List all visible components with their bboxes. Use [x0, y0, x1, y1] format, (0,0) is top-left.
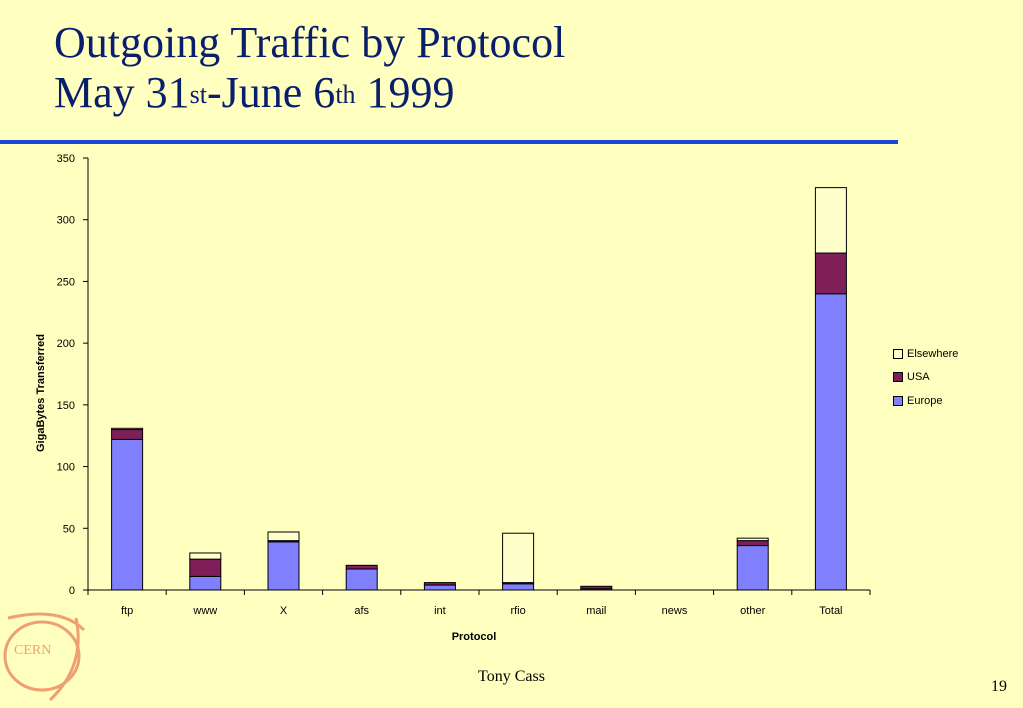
x-tick-label: afs — [354, 605, 369, 617]
bar-segment-elsewhere — [736, 537, 769, 542]
bar-segment-elsewhere — [814, 187, 847, 254]
x-tick-label: news — [662, 605, 688, 617]
title-divider — [0, 140, 898, 144]
chart-bars — [111, 187, 847, 591]
logo-text: CERN — [14, 643, 51, 658]
y-axis-label: GigaBytes Transferred — [35, 334, 47, 452]
y-tick-label: 150 — [57, 400, 75, 412]
bar-segment-usa — [111, 429, 144, 440]
title-line-2: May 31st-June 6th 1999 — [54, 68, 455, 117]
bar-segment-europe — [189, 575, 222, 591]
bar-segment-usa — [580, 585, 613, 590]
slide-title: Outgoing Traffic by Protocol May 31st-Ju… — [54, 18, 565, 118]
footer-author: Tony Cass — [478, 668, 545, 685]
y-tick-label: 200 — [57, 338, 75, 350]
x-tick-label: Total — [819, 605, 842, 617]
bar-segment-europe — [111, 438, 144, 591]
x-tick-label: rfio — [510, 605, 525, 617]
legend-label: Europe — [907, 394, 943, 407]
bar-segment-elsewhere — [502, 532, 535, 584]
y-tick-label: 300 — [57, 215, 75, 227]
y-tick-labels: 0 50 100 150 200 250 300 350 — [57, 153, 88, 597]
legend-item-europe: Europe — [893, 389, 958, 413]
y-tick-label: 0 — [69, 585, 75, 597]
x-tick-label: X — [280, 605, 288, 617]
y-tick-label: 250 — [57, 276, 75, 288]
bar-segment-elsewhere — [267, 531, 300, 542]
x-tick-label: int — [434, 605, 446, 617]
page-number: 19 — [991, 678, 1007, 695]
bar-segment-europe — [736, 545, 769, 591]
x-tick-label: other — [740, 605, 765, 617]
bar-segment-elsewhere — [111, 427, 144, 431]
legend-item-elsewhere: Elsewhere — [893, 342, 958, 366]
legend-label: Elsewhere — [907, 347, 959, 360]
legend-swatch — [893, 348, 903, 359]
bar-segment-europe — [423, 584, 456, 591]
bar-segment-usa — [814, 252, 847, 295]
bar-segment-usa — [345, 564, 378, 570]
bar-segment-usa — [423, 582, 456, 586]
bar-segment-europe — [502, 583, 535, 591]
legend-swatch — [893, 372, 903, 383]
bar-segment-europe — [345, 568, 378, 591]
chart-axes — [87, 158, 870, 591]
bar-segment-europe — [267, 541, 300, 591]
bar-segment-europe — [814, 293, 847, 591]
x-tick-label: mail — [586, 605, 606, 617]
chart-legend: Elsewhere USA Europe — [893, 342, 958, 413]
x-tick-label: www — [192, 605, 217, 617]
bar-segment-elsewhere — [189, 552, 222, 560]
x-tick-label: ftp — [121, 605, 133, 617]
legend-label: USA — [907, 371, 930, 384]
bar-segment-usa — [736, 540, 769, 547]
bar-segment-usa — [189, 558, 222, 577]
y-tick-label: 50 — [63, 523, 75, 535]
cern-logo: CERN — [3, 612, 86, 702]
y-tick-label: 100 — [57, 462, 75, 474]
legend-swatch — [893, 395, 903, 406]
legend-item-usa: USA — [893, 366, 958, 390]
y-tick-label: 350 — [57, 153, 75, 165]
x-axis-label: Protocol — [452, 631, 497, 643]
title-line-1: Outgoing Traffic by Protocol — [54, 18, 566, 67]
